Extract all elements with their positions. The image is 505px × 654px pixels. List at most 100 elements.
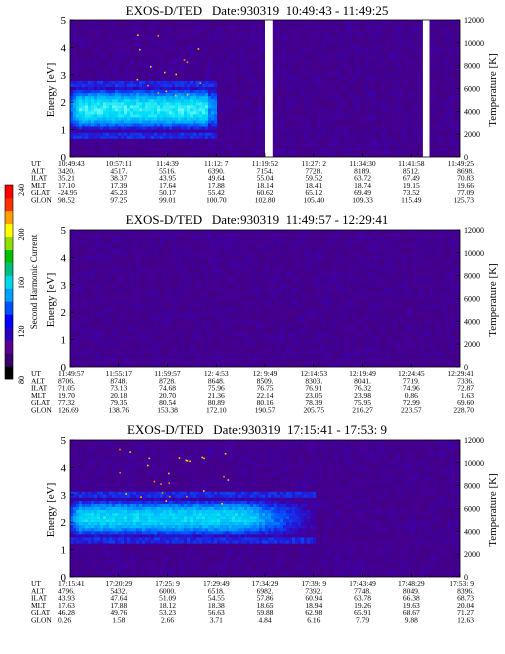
heatmap-cell	[322, 96, 325, 99]
heatmap-cell	[133, 78, 136, 81]
heatmap-cell	[70, 50, 73, 53]
heatmap-cell	[139, 130, 142, 133]
heatmap-cell	[199, 127, 202, 130]
heatmap-cell	[256, 133, 259, 136]
heatmap-cell	[172, 105, 175, 108]
heatmap-cell	[220, 297, 223, 300]
heatmap-cell	[157, 130, 160, 133]
heatmap-cell	[196, 93, 199, 96]
heatmap-cell	[376, 309, 379, 312]
heatmap-cell	[418, 47, 421, 50]
heatmap-cell	[193, 251, 196, 254]
heatmap-cell	[307, 343, 310, 346]
heatmap-cell	[130, 117, 133, 120]
heatmap-cell	[352, 276, 355, 279]
heatmap-cell	[91, 361, 94, 364]
heatmap-cell	[250, 291, 253, 294]
heatmap-cell	[319, 315, 322, 318]
heatmap-cell	[172, 309, 175, 312]
heatmap-cell	[409, 315, 412, 318]
heatmap-cell	[385, 50, 388, 53]
heatmap-cell	[322, 349, 325, 352]
heatmap-cell	[322, 343, 325, 346]
heatmap-cell	[205, 130, 208, 133]
heatmap-cell	[118, 81, 121, 84]
heatmap-cell	[178, 267, 181, 270]
heatmap-cell	[358, 334, 361, 337]
heatmap-cell	[148, 233, 151, 236]
heatmap-cell	[196, 105, 199, 108]
heatmap-cell	[361, 349, 364, 352]
heatmap-cell	[157, 111, 160, 114]
heatmap-cell	[319, 349, 322, 352]
heatmap-cell	[349, 50, 352, 53]
heatmap-cell	[241, 282, 244, 285]
heatmap-cell	[196, 124, 199, 127]
heatmap-cell	[280, 151, 283, 154]
heatmap-cell	[220, 84, 223, 87]
heatmap-cell	[280, 248, 283, 251]
heatmap-cell	[316, 276, 319, 279]
heatmap-cell	[148, 102, 151, 105]
heatmap-cell	[151, 90, 154, 93]
heatmap-cell	[418, 324, 421, 327]
heatmap-cell	[280, 340, 283, 343]
heatmap-cell	[412, 127, 415, 130]
heatmap-cell	[418, 29, 421, 32]
heatmap-cell	[262, 87, 265, 90]
heatmap-cell	[169, 358, 172, 361]
heatmap-cell	[181, 66, 184, 69]
heatmap-cell	[130, 120, 133, 123]
heatmap-cell	[295, 130, 298, 133]
heatmap-cell	[310, 72, 313, 75]
heatmap-cell	[178, 57, 181, 60]
heatmap-cell	[220, 108, 223, 111]
heatmap-cell	[97, 114, 100, 117]
heatmap-cell	[190, 124, 193, 127]
heatmap-cell	[181, 133, 184, 136]
heatmap-cell	[127, 230, 130, 233]
heatmap-cell	[298, 303, 301, 306]
heatmap-cell	[163, 124, 166, 127]
heatmap-cell	[178, 270, 181, 273]
heatmap-cell	[337, 69, 340, 72]
heatmap-cell	[169, 127, 172, 130]
heatmap-cell	[445, 276, 448, 279]
heatmap-cell	[394, 245, 397, 248]
heatmap-cell	[139, 133, 142, 136]
heatmap-cell	[205, 330, 208, 333]
heatmap-cell	[151, 136, 154, 139]
heatmap-cell	[241, 230, 244, 233]
heatmap-cell	[337, 309, 340, 312]
heatmap-cell	[448, 242, 451, 245]
heatmap-cell	[157, 139, 160, 142]
heatmap-cell	[196, 355, 199, 358]
heatmap-cell	[196, 312, 199, 315]
heatmap-cell	[211, 66, 214, 69]
heatmap-cell	[319, 257, 322, 260]
heatmap-cell	[388, 318, 391, 321]
heatmap-cell	[301, 263, 304, 266]
heatmap-cell	[313, 23, 316, 26]
heatmap-cell	[166, 358, 169, 361]
heatmap-cell	[73, 260, 76, 263]
heatmap-cell	[88, 99, 91, 102]
heatmap-cell	[439, 245, 442, 248]
heatmap-cell	[124, 117, 127, 120]
heatmap-cell	[310, 84, 313, 87]
heatmap-cell	[109, 306, 112, 309]
heatmap-cell	[349, 81, 352, 84]
heatmap-cell	[331, 41, 334, 44]
heatmap-cell	[346, 352, 349, 355]
heatmap-cell	[280, 282, 283, 285]
heatmap-cell	[394, 26, 397, 29]
heatmap-cell	[436, 236, 439, 239]
heatmap-cell	[247, 309, 250, 312]
heatmap-cell	[391, 233, 394, 236]
heatmap-cell	[85, 111, 88, 114]
heatmap-cell	[232, 334, 235, 337]
heatmap-cell	[352, 93, 355, 96]
heatmap-cell	[220, 151, 223, 154]
heatmap-cell	[343, 300, 346, 303]
heatmap-cell	[337, 245, 340, 248]
